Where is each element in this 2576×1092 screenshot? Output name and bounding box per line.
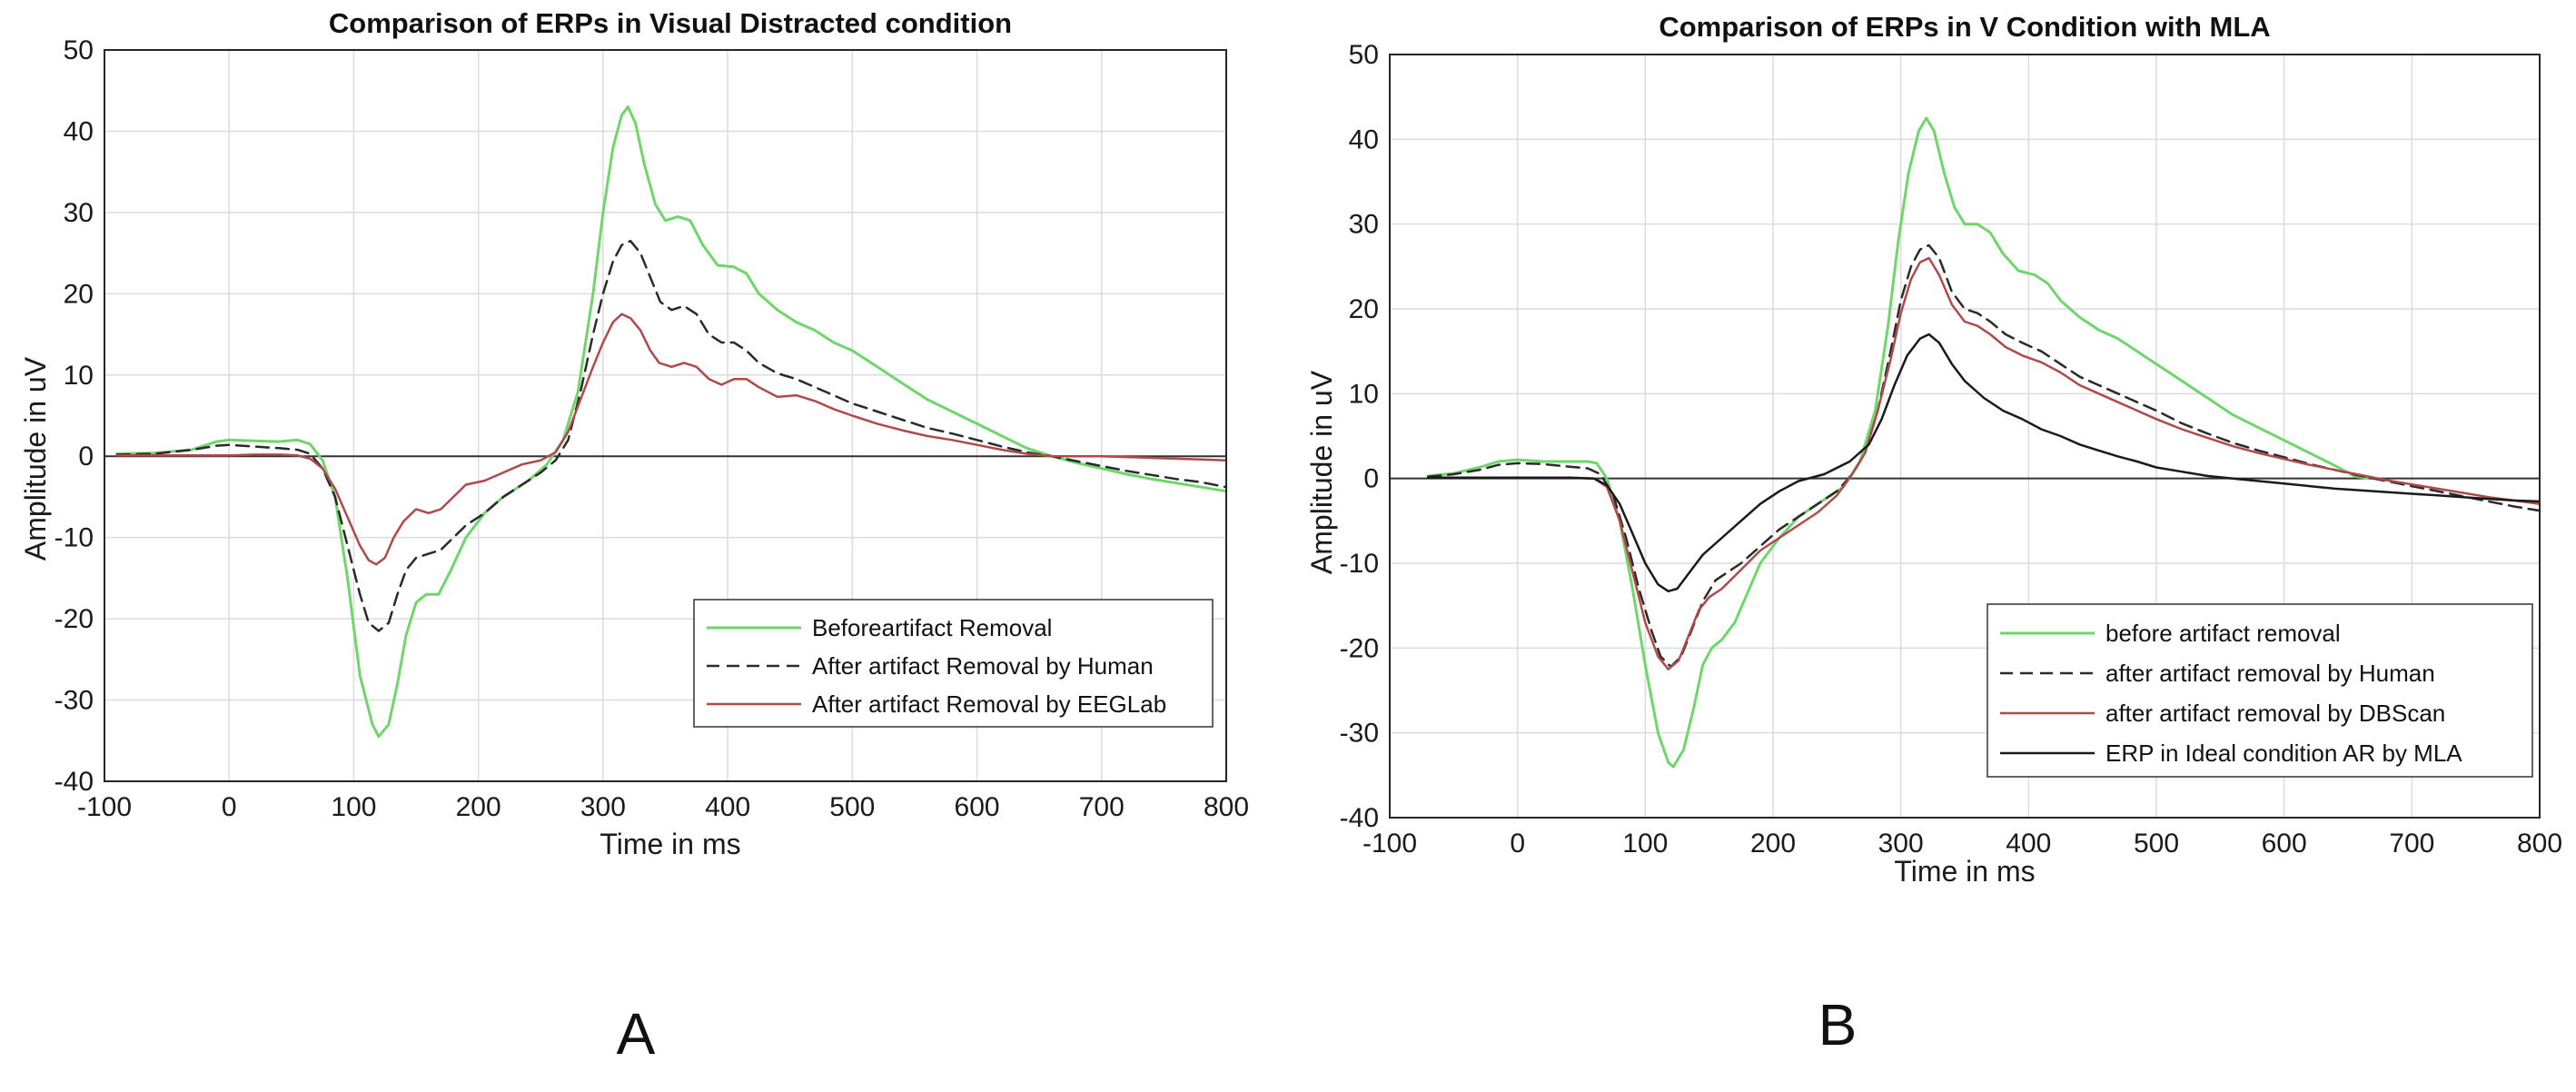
- chart-a-xtick-label: 100: [331, 792, 376, 822]
- chart-b-ylabel: Amplitude in uV: [1305, 370, 1338, 574]
- panel-label-a: A: [617, 1001, 656, 1067]
- chart-a-legend-label-2: After artifact Removal by Human: [812, 652, 1154, 680]
- chart-a-xtick-label: 400: [705, 792, 750, 822]
- chart-b-xtick-label: 0: [1510, 829, 1525, 859]
- chart-b-axes-box: [1389, 54, 2541, 819]
- chart-a-xtick-label: -100: [77, 792, 132, 822]
- chart-b-ytick-label: -40: [1340, 803, 1379, 833]
- chart-a-xtick-label: 600: [955, 792, 1000, 822]
- chart-b-legend-box: [1986, 603, 2533, 778]
- chart-a-series-line-1: [115, 105, 1228, 739]
- chart-a-ytick-label: -40: [54, 767, 94, 797]
- chart-a-axes-box: [104, 49, 1227, 782]
- chart-a-xlabel: Time in ms: [599, 828, 740, 860]
- chart-a-xtick-label: 0: [222, 792, 237, 822]
- chart-a-xtick-label: 300: [580, 792, 626, 822]
- chart-b-svg: Comparison of ERPs in V Condition with M…: [1305, 11, 2562, 1057]
- chart-a-ytick-label: 10: [64, 361, 94, 391]
- chart-a-title: Comparison of ERPs in Visual Distracted …: [329, 7, 1012, 39]
- chart-b-xtick-label: 300: [1878, 829, 1924, 859]
- chart-a-legend-label-3: After artifact Removal by EEGLab: [812, 690, 1166, 718]
- chart-b-ytick-label: 20: [1349, 294, 1379, 324]
- chart-a-legend: Beforeartifact Removal After artifact Rem…: [693, 599, 1214, 728]
- chart-b-ytick-label: -20: [1340, 633, 1379, 663]
- chart-panel-a: Comparison of ERPs in Visual Distracted …: [19, 7, 1249, 1067]
- chart-b-xtick-label: 400: [2006, 829, 2051, 859]
- chart-panel-b: Comparison of ERPs in V Condition with M…: [1288, 0, 2576, 1092]
- panel-label-b: B: [1818, 992, 1858, 1057]
- chart-a-ytick-label: 20: [64, 279, 94, 309]
- chart-b-xlabel: Time in ms: [1894, 855, 2035, 888]
- chart-a-xtick-label: 500: [829, 792, 875, 822]
- chart-b-series-line-3: [1426, 256, 2541, 670]
- chart-b-xtick-label: 700: [2389, 829, 2434, 859]
- chart-a-ytick-label: -20: [54, 604, 94, 634]
- chart-a-series-line-2: [115, 239, 1228, 632]
- chart-a-legend-label-1: Beforeartifact Removal: [812, 614, 1052, 641]
- chart-a-xtick-label: 200: [456, 792, 501, 822]
- chart-a-legend-box: [693, 599, 1214, 728]
- chart-a-ytick-label: 50: [64, 35, 94, 65]
- chart-b-xtick-label: 500: [2134, 829, 2179, 859]
- chart-b-xtick-label: -100: [1362, 829, 1417, 859]
- chart-b-xtick-label: 800: [2517, 829, 2562, 859]
- chart-a-svg: Comparison of ERPs in Visual Distracted …: [19, 7, 1249, 1067]
- chart-a-ylabel: Amplitude in uV: [19, 356, 52, 561]
- chart-a-ytick-label: -10: [54, 523, 94, 553]
- chart-b-xtick-label: 200: [1750, 829, 1796, 859]
- chart-b-ytick-label: 10: [1349, 379, 1379, 409]
- chart-b-legend-label-1: before artifact removal: [2105, 620, 2341, 647]
- chart-b-legend-label-4: ERP in Ideal condition AR by MLA: [2105, 740, 2462, 767]
- chart-b-ytick-label: 50: [1349, 40, 1379, 70]
- chart-b-series-line-4: [1426, 333, 2541, 593]
- chart-b-legend: before artifact removal after artifact re…: [1986, 603, 2533, 778]
- chart-a-ytick-label: 40: [64, 116, 94, 146]
- chart-b-ytick-label: 40: [1349, 124, 1379, 154]
- chart-b-legend-label-3: after artifact removal by DBScan: [2105, 700, 2445, 727]
- chart-b-series-line-2: [1426, 243, 2541, 669]
- chart-a-xtick-label: 700: [1079, 792, 1125, 822]
- chart-a-ytick-label: 30: [64, 198, 94, 228]
- chart-b-ytick-label: 0: [1363, 464, 1379, 494]
- chart-b-xtick-label: 100: [1622, 829, 1668, 859]
- chart-b-legend-label-2: after artifact removal by Human: [2105, 660, 2435, 687]
- chart-a-ytick-label: 0: [78, 442, 94, 472]
- chart-b-xtick-label: 600: [2262, 829, 2307, 859]
- chart-b-ytick-label: 30: [1349, 210, 1379, 240]
- chart-a-xtick-label: 800: [1204, 792, 1249, 822]
- chart-a-ytick-label: -30: [54, 686, 94, 716]
- chart-b-ytick-label: -10: [1340, 549, 1379, 579]
- chart-b-ytick-label: -30: [1340, 719, 1379, 749]
- chart-b-title: Comparison of ERPs in V Condition with M…: [1659, 11, 2270, 43]
- chart-a-series-line-3: [115, 313, 1228, 566]
